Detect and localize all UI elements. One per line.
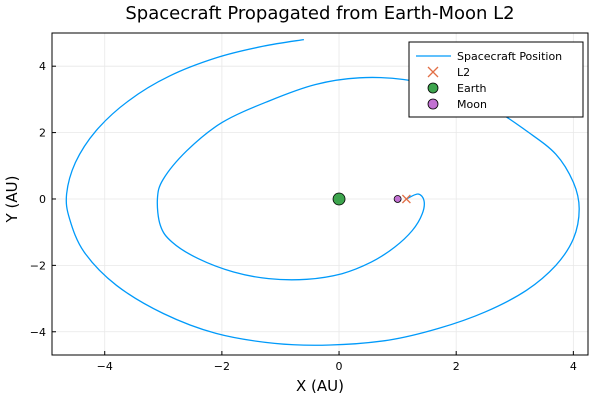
- ticks: −4 −2 0 2 4 −4 −2 0 2 4: [30, 60, 577, 373]
- legend-entry-l2: L2: [427, 66, 470, 79]
- l2-marker: [401, 194, 411, 204]
- x-tick-label: 2: [453, 360, 460, 373]
- legend-entry-earth: Earth: [427, 82, 487, 95]
- legend-entry-moon: Moon: [427, 98, 487, 111]
- legend-label-l2: L2: [457, 66, 470, 79]
- legend-x-swatch: [427, 66, 439, 78]
- chart-title: Spacecraft Propagated from Earth-Moon L2: [125, 3, 514, 24]
- series-layer: [65, 38, 580, 346]
- y-tick-label: 4: [39, 60, 46, 73]
- y-tick-label: −4: [30, 326, 46, 339]
- moon-marker: [393, 195, 402, 203]
- y-tick-label: 2: [39, 127, 46, 140]
- legend-label-earth: Earth: [457, 82, 487, 95]
- x-axis-label: X (AU): [296, 377, 344, 395]
- x-tick-label: −2: [214, 360, 230, 373]
- spacecraft-trajectory-line: [65, 38, 580, 346]
- legend-moon-swatch: [427, 98, 439, 110]
- legend-earth-swatch: [427, 82, 439, 94]
- x-tick-label: −4: [97, 360, 113, 373]
- legend-label-spacecraft-position: Spacecraft Position: [457, 50, 562, 63]
- legend-label-moon: Moon: [457, 98, 487, 111]
- y-tick-label: 0: [39, 193, 46, 206]
- y-axis-label: Y (AU): [3, 176, 21, 224]
- plot-area-frame: [51, 32, 589, 356]
- x-tick-label: 0: [336, 360, 343, 373]
- legend: Spacecraft Position L2 Earth Moon: [408, 41, 584, 118]
- x-tick-label: 4: [570, 360, 577, 373]
- earth-marker: [332, 192, 346, 206]
- y-tick-label: −2: [30, 259, 46, 272]
- legend-entry-spacecraft-position: Spacecraft Position: [416, 50, 562, 63]
